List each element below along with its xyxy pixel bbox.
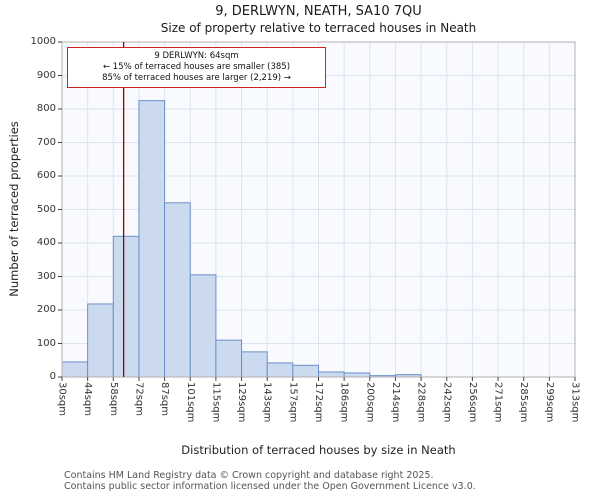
x-axis-label: Distribution of terraced houses by size …: [181, 443, 456, 457]
x-tick-label: 72sqm: [133, 382, 145, 417]
x-tick-label: 143sqm: [261, 382, 273, 423]
x-tick-label: 44sqm: [82, 382, 94, 417]
histogram-bar: [292, 364, 320, 378]
x-tick-label: 101sqm: [184, 382, 196, 423]
annotation-larger-share: 85% of terraced houses are larger (2,219…: [102, 73, 291, 84]
histogram-bar: [112, 235, 140, 378]
histogram-bar: [87, 303, 114, 378]
y-tick-label: 500: [36, 203, 56, 215]
y-tick-label: 1000: [30, 36, 56, 47]
y-tick-label: 800: [36, 103, 56, 114]
y-tick-label: 100: [36, 337, 56, 349]
x-tick-label: 186sqm: [338, 382, 350, 423]
x-tick-label: 285sqm: [518, 382, 530, 423]
histogram-bar: [61, 361, 89, 378]
y-tick-label: 900: [36, 69, 56, 81]
x-tick-label: 214sqm: [389, 382, 401, 423]
x-tick-label: 242sqm: [441, 382, 453, 423]
histogram-bar: [138, 100, 166, 378]
attribution-line-2: Contains public sector information licen…: [64, 481, 476, 493]
x-tick-label: 87sqm: [159, 382, 171, 417]
x-tick-label: 299sqm: [543, 382, 555, 423]
attribution-line-1: Contains HM Land Registry data © Crown c…: [64, 470, 434, 481]
y-tick-label: 600: [36, 170, 56, 181]
x-tick-label: 30sqm: [56, 382, 68, 417]
histogram-bar: [318, 371, 345, 378]
chart-subtitle: Size of property relative to terraced ho…: [160, 21, 477, 35]
histogram-bar: [215, 339, 243, 378]
histogram-bar: [189, 274, 217, 378]
y-tick-label: 700: [36, 136, 56, 148]
attribution-footer: Contains HM Land Registry data © Crown c…: [64, 470, 594, 493]
chart-title: 9, DERLWYN, NEATH, SA10 7QU: [215, 4, 422, 19]
annotation-property-size: 9 DERLWYN: 64sqm: [154, 51, 239, 61]
x-tick-label: 172sqm: [313, 382, 324, 423]
marker-annotation-box: 9 DERLWYN: 64sqm ← 15% of terraced house…: [67, 47, 326, 89]
x-tick-label: 256sqm: [466, 382, 478, 423]
x-tick-label: 271sqm: [492, 382, 504, 423]
x-tick-label: 58sqm: [107, 382, 119, 417]
x-tick-label: 200sqm: [364, 382, 376, 423]
histogram-bar: [164, 202, 191, 378]
y-tick-label: 400: [36, 237, 56, 248]
y-tick-label: 200: [36, 304, 56, 315]
y-tick-label: 0: [49, 371, 56, 382]
x-tick-label: 313sqm: [569, 382, 581, 423]
x-tick-label: 157sqm: [287, 382, 299, 423]
x-tick-label: 129sqm: [236, 382, 248, 423]
histogram-bar: [266, 362, 294, 378]
y-tick-label: 300: [36, 270, 56, 282]
x-tick-label: 228sqm: [415, 382, 427, 423]
histogram-bar: [241, 351, 268, 378]
x-tick-label: 115sqm: [210, 382, 222, 423]
histogram-bar: [343, 372, 371, 378]
annotation-smaller-share: ← 15% of terraced houses are smaller (38…: [102, 62, 291, 73]
